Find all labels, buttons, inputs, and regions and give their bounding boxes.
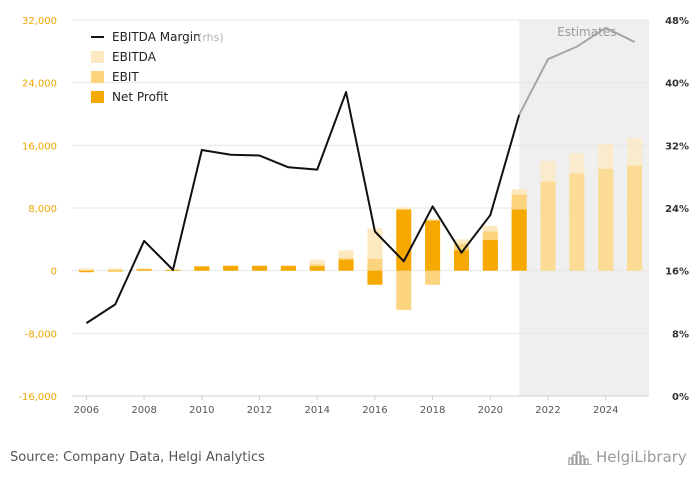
left-axis-tick-label: -16,000 (18, 392, 57, 403)
chart: 32,000 24,000 16,000 8,000 0 -8,000 -16,000 48… (18, 16, 689, 416)
net-profit-bar (107, 270, 123, 272)
x-axis-tick-label: 2016 (362, 405, 387, 416)
ebit-bar (367, 258, 383, 271)
net-profit-bar (367, 270, 383, 285)
x-axis-tick-label: 2014 (304, 405, 329, 416)
x-axis-tick-label: 2022 (535, 405, 560, 416)
ebitda-margin-line-actual (85, 91, 521, 324)
ebit-bar (425, 270, 441, 285)
ebitda-margin-line-estimate (518, 26, 636, 116)
right-axis-tick-label: 16% (665, 267, 689, 278)
right-axis-tick-label: 8% (672, 329, 689, 340)
net-profit-bar (482, 240, 498, 271)
legend-suffix: (rhs) (198, 31, 224, 44)
net-profit-bar (425, 220, 441, 271)
x-axis-tick-label: 2020 (478, 405, 503, 416)
legend-label: EBITDA Margin (112, 30, 201, 44)
ebitda-bar (107, 268, 123, 271)
left-axis-tick-label: -8,000 (25, 329, 57, 340)
ebit-bar (569, 173, 585, 271)
brand-name: HelgiLibrary (596, 448, 687, 466)
x-axis-tick-label: 2010 (189, 405, 214, 416)
city-skyline-icon (568, 451, 592, 465)
net-profit-bar (511, 209, 527, 271)
net-profit-bar (338, 259, 354, 271)
ebit-bar (107, 269, 123, 271)
legend-box-swatch (91, 51, 104, 63)
x-axis-tick-label: 2018 (420, 405, 445, 416)
ebit-bar (627, 165, 643, 271)
net-profit-bar (194, 266, 210, 271)
gridlines (72, 19, 649, 397)
net-profit-bar (136, 269, 152, 271)
net-profit-bar (223, 265, 239, 271)
x-axis-tick-label: 2006 (74, 405, 99, 416)
right-axis-tick-label: 40% (665, 79, 689, 90)
ebit-bar (540, 181, 556, 271)
net-profit-bar (78, 270, 94, 273)
x-axis: 2006 2008 2010 2012 2014 2016 2018 2020 2022 2024 (74, 396, 618, 416)
legend-label: EBITDA (112, 50, 157, 64)
legend-label: Net Profit (112, 90, 168, 104)
ebit-bar (598, 168, 614, 271)
source-note: Source: Company Data, Helgi Analytics (10, 450, 265, 465)
left-axis-tick-label: 32,000 (22, 16, 57, 27)
estimates-label: Estimates (557, 25, 616, 39)
left-axis-tick-label: 16,000 (22, 141, 57, 152)
brand-logo: HelgiLibrary (568, 448, 687, 466)
left-axis: 32,000 24,000 16,000 8,000 0 -8,000 -16,000 (18, 16, 57, 403)
legend-label: EBIT (112, 70, 139, 84)
right-axis-tick-label: 32% (665, 141, 689, 152)
right-axis-tick-label: 0% (672, 392, 689, 403)
left-axis-tick-label: 8,000 (28, 204, 57, 215)
x-axis-tick-label: 2012 (247, 405, 272, 416)
x-axis-tick-label: 2008 (131, 405, 156, 416)
margin-line (85, 26, 636, 324)
net-profit-bar (280, 265, 296, 271)
x-axis-tick-label: 2024 (593, 405, 618, 416)
left-axis-tick-label: 0 (51, 267, 57, 278)
legend-box-swatch (91, 91, 104, 103)
legend: EBITDA Margin(rhs) EBITDA EBIT Net Profit (91, 30, 224, 104)
bars (78, 138, 643, 310)
ebit-bar (396, 270, 412, 310)
net-profit-bar (309, 266, 325, 271)
legend-box-swatch (91, 71, 104, 83)
right-axis-tick-label: 48% (665, 16, 689, 27)
net-profit-bar (453, 250, 469, 271)
right-axis-tick-label: 24% (665, 204, 689, 215)
right-axis: 48% 40% 32% 24% 16% 8% 0% (665, 16, 689, 403)
left-axis-tick-label: 24,000 (22, 79, 57, 90)
ebitda-bar (78, 268, 94, 271)
net-profit-bar (252, 265, 268, 271)
